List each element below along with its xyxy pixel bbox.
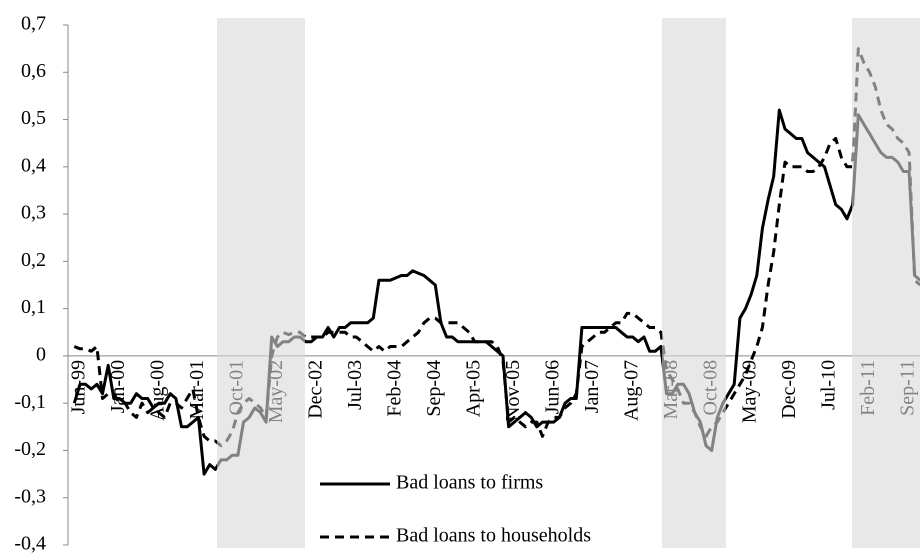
x-tick-label: Jan-07 (581, 360, 603, 413)
shaded-period (662, 18, 726, 548)
y-tick-label: 0,6 (21, 60, 46, 82)
y-tick-label: 0,2 (21, 249, 46, 271)
legend-label: Bad loans to firms (396, 472, 543, 494)
x-tick-label: Jul-10 (818, 360, 840, 410)
x-tick-label: Mar-01 (186, 360, 208, 420)
x-tick-label: Jun-06 (541, 360, 563, 414)
y-tick-label: 0,1 (21, 296, 46, 318)
y-tick-label: -0,4 (14, 533, 46, 554)
legend-label: Bad loans to households (396, 525, 591, 547)
x-tick-label: Dec-02 (304, 360, 326, 419)
shaded-period (852, 18, 920, 548)
legend: Bad loans to firms Bad loans to household… (320, 472, 591, 547)
y-tick-label: 0,4 (21, 154, 46, 176)
x-tick-label: May-09 (739, 360, 761, 423)
shaded-period (217, 18, 305, 548)
x-tick-label: Sep-04 (423, 360, 445, 417)
series-line (73, 47, 920, 448)
y-tick-label: 0,3 (21, 202, 46, 224)
x-tick-label: Dec-09 (778, 360, 800, 419)
y-tick-label: -0,2 (14, 438, 46, 460)
y-tick-label: 0 (36, 344, 46, 366)
x-tick-label: Aug-07 (620, 360, 642, 421)
x-tick-label: Feb-04 (383, 360, 405, 417)
y-tick-label: 0,7 (21, 13, 46, 35)
x-tick-label: Jul-03 (344, 360, 366, 410)
y-tick-label: -0,1 (14, 391, 46, 413)
y-tick-label: -0,3 (14, 485, 46, 507)
y-tick-label: 0,5 (21, 107, 46, 129)
series-line (72, 108, 920, 476)
x-tick-label: Jan-00 (107, 360, 129, 413)
x-tick-label: Apr-05 (462, 360, 484, 417)
